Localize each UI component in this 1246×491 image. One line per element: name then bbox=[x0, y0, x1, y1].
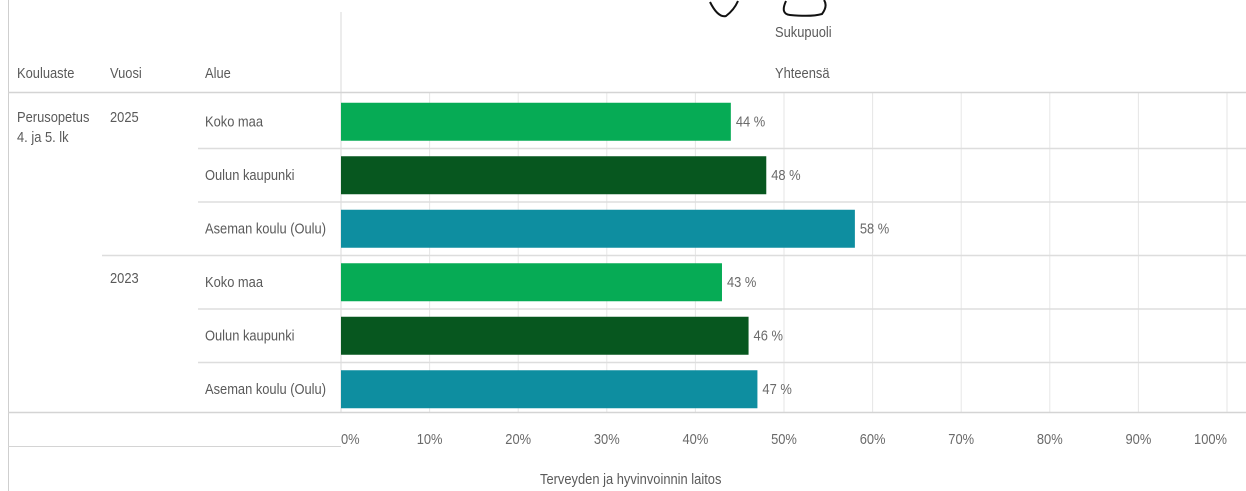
x-tick-label: 80% bbox=[1037, 430, 1063, 447]
column-header-year: Vuosi bbox=[110, 65, 142, 82]
category-label: Aseman koulu (Oulu) bbox=[205, 220, 326, 237]
bar bbox=[341, 102, 731, 141]
bar bbox=[341, 316, 749, 355]
value-label: 46 % bbox=[754, 327, 783, 344]
x-tick-label: 50% bbox=[771, 430, 797, 447]
x-tick-label: 20% bbox=[505, 430, 531, 447]
value-label: 58 % bbox=[860, 220, 889, 237]
source-caption: Terveyden ja hyvinvoinnin laitos bbox=[540, 471, 722, 488]
bar bbox=[341, 156, 767, 195]
category-label: Oulun kaupunki bbox=[205, 327, 295, 344]
category-label: Oulun kaupunki bbox=[205, 166, 295, 183]
value-label: 48 % bbox=[771, 166, 800, 183]
x-tick-label: 30% bbox=[594, 430, 620, 447]
value-label: 47 % bbox=[762, 380, 791, 397]
level-label-line2: 4. ja 5. lk bbox=[17, 129, 69, 146]
column-header-area: Alue bbox=[205, 65, 231, 82]
x-tick-label: 70% bbox=[948, 430, 974, 447]
bar bbox=[341, 263, 722, 302]
category-label: Aseman koulu (Oulu) bbox=[205, 380, 326, 397]
column-header-level: Kouluaste bbox=[17, 65, 75, 82]
x-tick-label: 0% bbox=[341, 430, 360, 447]
scribble-drawing bbox=[709, 0, 827, 18]
category-label: Koko maa bbox=[205, 273, 263, 290]
bar bbox=[341, 370, 758, 409]
x-tick-label: 40% bbox=[683, 430, 709, 447]
category-label: Koko maa bbox=[205, 113, 263, 130]
value-label: 43 % bbox=[727, 273, 756, 290]
level-label-line1: Perusopetus bbox=[17, 109, 90, 126]
year-label-2023: 2023 bbox=[110, 270, 139, 287]
bar bbox=[341, 209, 855, 248]
x-tick-label: 90% bbox=[1126, 430, 1152, 447]
column-header-group: Sukupuoli bbox=[775, 24, 832, 41]
left-border bbox=[8, 0, 9, 491]
x-tick-label: 100% bbox=[1194, 430, 1227, 447]
x-tick-label: 60% bbox=[860, 430, 886, 447]
value-label: 44 % bbox=[736, 113, 765, 130]
x-tick-label: 10% bbox=[417, 430, 443, 447]
column-header-group-value: Yhteensä bbox=[775, 65, 830, 82]
year-label-2025: 2025 bbox=[110, 109, 139, 126]
